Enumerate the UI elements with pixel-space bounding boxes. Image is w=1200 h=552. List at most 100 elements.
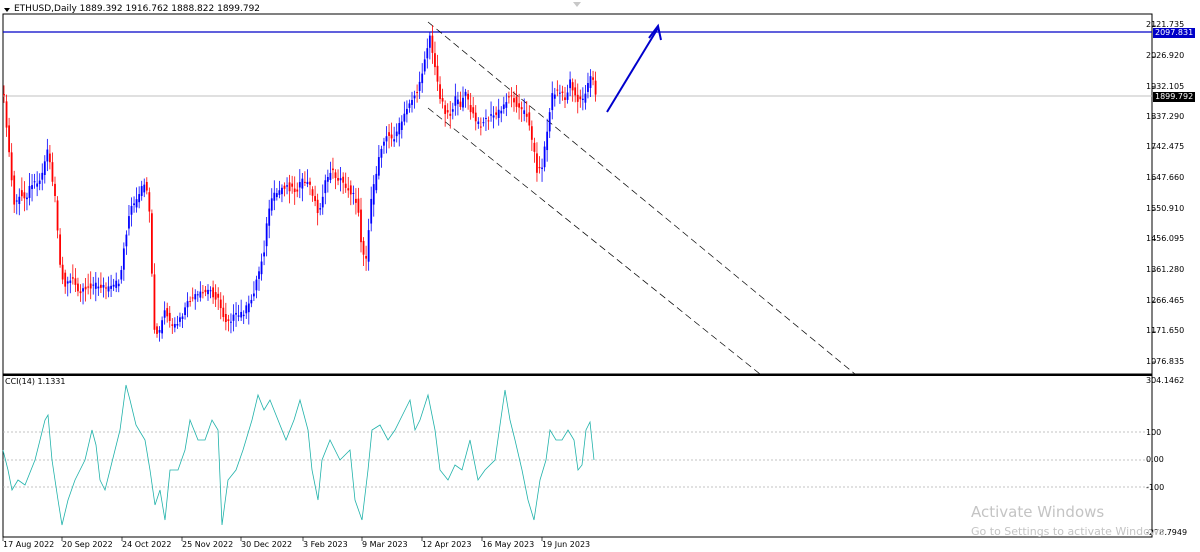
candle-body [515,96,518,107]
candle-body [388,132,390,136]
candle-body [365,256,367,259]
candle-body [23,192,26,199]
candle-body [133,203,135,206]
candle-body [110,285,112,289]
cci-axis-label: 0.00 [1146,455,1164,464]
candle-body [240,311,243,318]
candle-body [541,167,543,169]
candle-body [472,107,475,114]
candle-body [464,91,467,96]
candle-body [500,110,503,114]
candle-body [79,291,82,294]
candle-body [416,92,418,94]
candle-body [122,248,125,270]
candle-body [428,35,431,48]
candle-body [326,176,329,182]
candle-body [199,291,202,298]
ohlc-header: ETHUSD,Daily 1889.392 1916.762 1888.822 … [14,4,261,14]
date-axis-label: 3 Feb 2023 [303,540,348,549]
candle-body [77,283,79,292]
cci-axis-label: -100 [1146,483,1165,492]
candle-body [543,146,546,168]
candle-body [87,286,90,288]
candle-body [219,299,222,309]
candle-body [508,96,510,98]
candle-body [232,314,235,321]
date-axis-label: 12 Apr 2023 [422,540,472,549]
candle-body [283,185,286,189]
candle-body [82,288,84,292]
candle-body [400,121,403,130]
candle-body [179,317,181,322]
price-axis-label: 1742.475 [1146,142,1185,151]
candle-body [13,175,16,205]
candle-body [446,110,449,113]
candle-body [390,134,393,139]
candle-body [56,200,59,231]
resistance-price-tag: 2097.831 [1153,28,1196,38]
candle-body [191,297,194,299]
candle-body [301,178,304,189]
channel-upper-line[interactable] [427,21,856,375]
candle-body [304,181,306,183]
candle-body [235,312,237,315]
chart-menu-arrow-icon[interactable] [4,8,10,12]
candle-body [102,284,105,288]
candle-body [339,178,342,181]
candle-body [38,180,41,184]
shift-marker-icon[interactable] [573,2,581,7]
candle-body [479,126,482,128]
candle-body [74,278,77,285]
candle-body [20,190,23,197]
candle-body [59,234,61,265]
cci-axis-label: 304.1462 [1146,376,1185,385]
candle-body [408,103,411,108]
candle-body [51,162,54,182]
candle-body [202,292,204,294]
candle-body [186,301,189,308]
price-axis-label: 1932.105 [1146,82,1185,91]
price-axis-label: 1647.660 [1146,173,1185,182]
candle-body [250,299,253,304]
candle-body [209,290,212,292]
candle-body [403,113,406,122]
candle-body [426,48,429,59]
main-chart-frame [2,13,1153,375]
current-price-tag: 1899.792 [1153,92,1196,102]
price-axis-label: 2026.920 [1146,51,1185,60]
candle-body [309,181,311,185]
candle-body [334,172,337,178]
candle-body [125,234,128,247]
trend-arrow[interactable] [606,23,662,113]
candle-body [319,208,322,210]
candle-body [291,183,294,187]
candle-body [222,307,225,318]
channel-lower-line[interactable] [427,107,761,375]
candle-body [355,198,357,203]
candle-body [469,105,472,113]
candle-body [253,293,255,297]
candle-body [367,230,370,262]
cci-axis-label: -278.7949 [1146,528,1188,537]
candle-body [576,94,579,102]
cci-indicator-title: CCI(14) 1.1331 [5,377,66,386]
candle-body [439,84,441,99]
candle-body [15,200,18,202]
candle-body [151,213,153,274]
candle-body [505,102,508,108]
candle-body [258,271,260,279]
candle-body [362,240,365,255]
candle-body [84,286,87,290]
candle-body [441,98,444,102]
candle-body [492,115,495,118]
candle-body [286,185,288,187]
candle-body [377,157,380,176]
candle-body [434,53,436,68]
candle-body [273,192,276,201]
candle-body [54,183,56,197]
candle-body [140,186,143,196]
candle-body [548,112,551,132]
candle-body [337,178,339,181]
